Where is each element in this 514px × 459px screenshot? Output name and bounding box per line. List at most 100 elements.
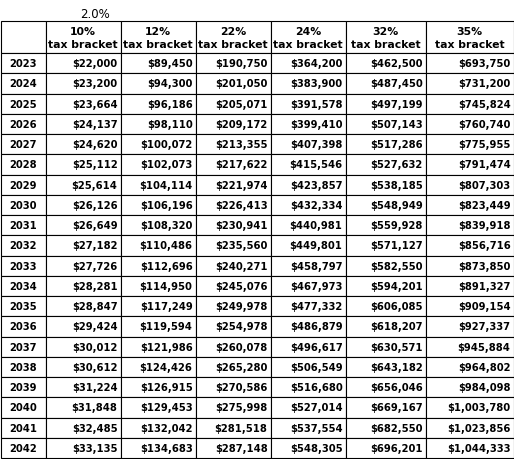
Bar	[345, 297, 426, 317]
Text: $477,332: $477,332	[290, 302, 342, 312]
Text: 2036: 2036	[9, 322, 37, 332]
Text: $462,500: $462,500	[370, 59, 423, 69]
Bar	[426, 438, 513, 458]
Text: $126,915: $126,915	[140, 382, 193, 392]
Bar	[46, 134, 120, 155]
Text: $964,802: $964,802	[458, 362, 510, 372]
Bar	[120, 337, 195, 357]
Bar	[195, 438, 270, 458]
Bar	[195, 114, 270, 134]
Text: $287,148: $287,148	[215, 443, 267, 453]
Text: $226,413: $226,413	[215, 201, 267, 210]
Bar	[46, 297, 120, 317]
Bar	[46, 317, 120, 337]
Text: $873,850: $873,850	[458, 261, 510, 271]
Text: $24,137: $24,137	[72, 120, 118, 129]
Bar	[426, 155, 513, 175]
Bar	[270, 438, 345, 458]
Text: 32%: 32%	[372, 27, 399, 37]
Text: $25,112: $25,112	[72, 160, 118, 170]
Bar	[270, 74, 345, 94]
Bar	[1, 196, 46, 216]
Text: $497,199: $497,199	[370, 100, 423, 109]
Text: $249,978: $249,978	[215, 302, 267, 312]
Text: $548,949: $548,949	[370, 201, 423, 210]
Bar	[46, 216, 120, 236]
Bar	[270, 114, 345, 134]
Bar	[195, 236, 270, 256]
Text: 2041: 2041	[9, 423, 37, 433]
Bar	[195, 134, 270, 155]
Bar	[120, 256, 195, 276]
Text: $656,046: $656,046	[370, 382, 423, 392]
Bar	[120, 418, 195, 438]
Text: $221,974: $221,974	[215, 180, 267, 190]
Bar	[270, 297, 345, 317]
Text: $693,750: $693,750	[458, 59, 510, 69]
Text: $27,726: $27,726	[72, 261, 118, 271]
Text: $630,571: $630,571	[370, 342, 423, 352]
Bar	[426, 357, 513, 377]
Text: $132,042: $132,042	[140, 423, 193, 433]
Text: $559,928: $559,928	[370, 221, 423, 230]
Text: $32,485: $32,485	[72, 423, 118, 433]
Text: $682,550: $682,550	[370, 423, 423, 433]
Text: 2031: 2031	[9, 221, 37, 230]
Text: $927,337: $927,337	[458, 322, 510, 332]
Text: $104,114: $104,114	[139, 180, 193, 190]
Bar	[426, 297, 513, 317]
Text: tax bracket: tax bracket	[48, 40, 118, 50]
Text: $391,578: $391,578	[290, 100, 342, 109]
Text: $548,305: $548,305	[290, 443, 342, 453]
Text: $217,622: $217,622	[215, 160, 267, 170]
Text: 2032: 2032	[9, 241, 36, 251]
Bar	[270, 357, 345, 377]
Text: $432,334: $432,334	[290, 201, 342, 210]
Text: 2024: 2024	[9, 79, 37, 89]
Bar	[426, 134, 513, 155]
Text: $496,617: $496,617	[290, 342, 342, 352]
Bar	[426, 74, 513, 94]
Bar	[345, 216, 426, 236]
Bar	[426, 114, 513, 134]
Bar	[195, 397, 270, 418]
Text: $760,740: $760,740	[458, 120, 510, 129]
Bar	[195, 337, 270, 357]
Text: $33,135: $33,135	[72, 443, 118, 453]
Text: $1,044,333: $1,044,333	[447, 443, 510, 453]
Bar	[1, 317, 46, 337]
Bar	[270, 196, 345, 216]
Bar	[1, 337, 46, 357]
Bar	[1, 297, 46, 317]
Text: $213,355: $213,355	[215, 140, 267, 150]
Bar	[270, 337, 345, 357]
Bar	[345, 155, 426, 175]
Text: $121,986: $121,986	[140, 342, 193, 352]
Text: $129,453: $129,453	[140, 403, 193, 413]
Text: tax bracket: tax bracket	[198, 40, 268, 50]
Bar	[1, 397, 46, 418]
Text: $23,664: $23,664	[72, 100, 118, 109]
Bar	[46, 22, 120, 54]
Bar	[345, 256, 426, 276]
Text: $449,801: $449,801	[289, 241, 342, 251]
Bar	[195, 377, 270, 397]
Bar	[195, 175, 270, 196]
Text: $506,549: $506,549	[290, 362, 342, 372]
Text: $1,023,856: $1,023,856	[447, 423, 510, 433]
Text: $26,649: $26,649	[72, 221, 118, 230]
Text: $537,554: $537,554	[290, 423, 342, 433]
Text: $108,320: $108,320	[140, 221, 193, 230]
Text: $1,003,780: $1,003,780	[447, 403, 510, 413]
Bar	[120, 94, 195, 114]
Text: 2028: 2028	[9, 160, 37, 170]
Bar	[270, 276, 345, 297]
Text: $114,950: $114,950	[140, 281, 193, 291]
Bar	[195, 256, 270, 276]
Bar	[46, 256, 120, 276]
Text: $30,012: $30,012	[72, 342, 118, 352]
Text: $856,716: $856,716	[458, 241, 510, 251]
Text: $235,560: $235,560	[215, 241, 267, 251]
Text: $190,750: $190,750	[215, 59, 267, 69]
Text: $775,955: $775,955	[458, 140, 510, 150]
